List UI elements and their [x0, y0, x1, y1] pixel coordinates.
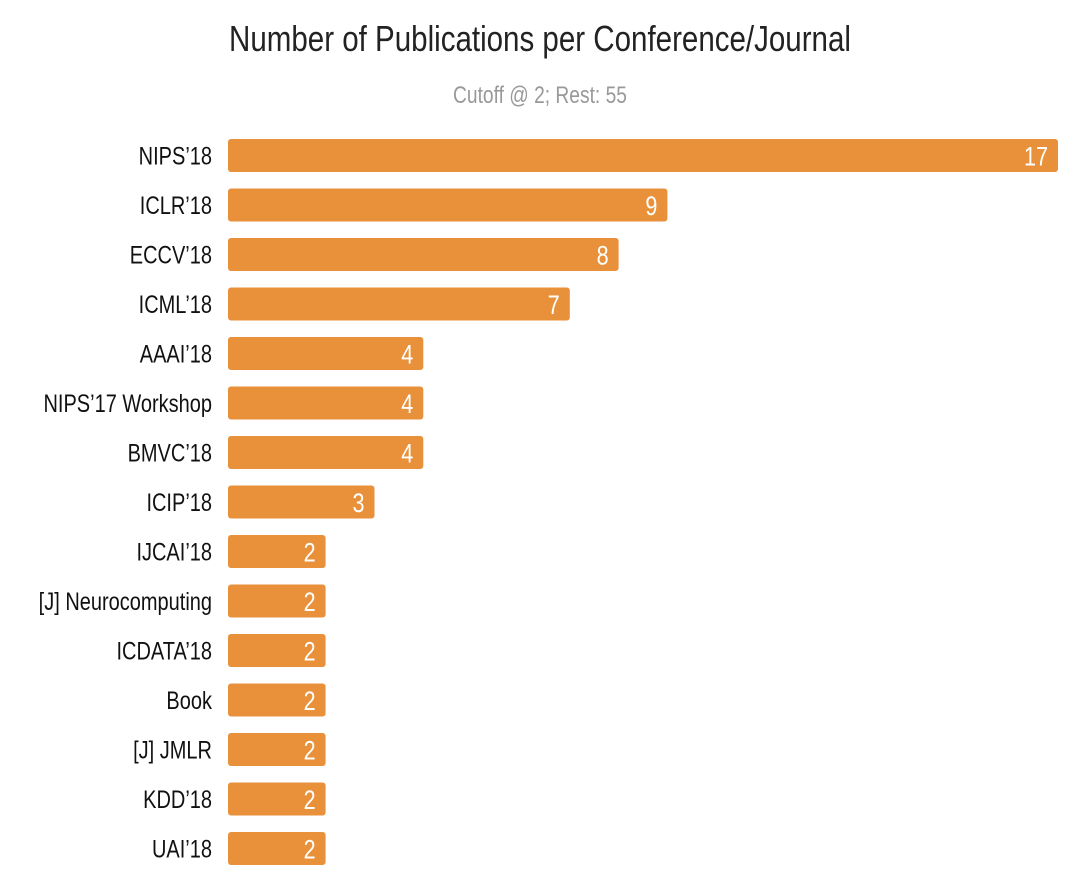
bars-layer — [228, 139, 1058, 865]
category-label: BMVC’18 — [128, 439, 212, 467]
category-label: ICIP’18 — [146, 489, 212, 517]
value-label: 2 — [304, 835, 316, 865]
value-label: 7 — [548, 291, 560, 321]
category-label: ECCV’18 — [130, 241, 212, 269]
value-label: 2 — [304, 736, 316, 766]
value-labels: 17 9 8 7 4 4 4 3 2 2 2 2 2 2 2 — [304, 142, 1048, 865]
category-label: ICLR’18 — [140, 192, 212, 220]
bar — [228, 584, 326, 618]
value-label: 4 — [401, 390, 413, 420]
bar — [228, 683, 326, 717]
value-label: 2 — [304, 588, 316, 618]
bar — [228, 337, 424, 370]
value-label: 8 — [597, 241, 609, 271]
bar — [228, 535, 326, 568]
category-label: ICML’18 — [139, 291, 212, 319]
bar — [228, 634, 326, 667]
chart-subtitle: Cutoff @ 2; Rest: 55 — [453, 82, 627, 109]
bar — [228, 238, 619, 271]
value-label: 4 — [401, 340, 413, 370]
chart-title: Number of Publications per Conference/Jo… — [229, 18, 851, 59]
bar — [228, 733, 326, 766]
value-label: 3 — [352, 489, 364, 519]
bar — [228, 782, 326, 816]
category-label: [J] Neurocomputing — [39, 588, 212, 616]
category-label: AAAI’18 — [140, 340, 212, 368]
bar — [228, 287, 570, 321]
bar — [228, 832, 326, 865]
bar — [228, 188, 668, 222]
category-label: ICDATA’18 — [116, 637, 212, 665]
category-label: Book — [166, 687, 212, 715]
category-labels: NIPS’18 ICLR’18 ECCV’18 ICML’18 AAAI’18 NIPS’… — [39, 142, 213, 863]
category-label: KDD’18 — [143, 786, 212, 814]
value-label: 4 — [401, 439, 413, 469]
category-label: [J] JMLR — [133, 736, 212, 764]
category-label: NIPS’18 — [139, 142, 212, 170]
value-label: 17 — [1024, 142, 1048, 172]
bar — [228, 485, 375, 519]
bar — [228, 139, 1058, 172]
category-label: IJCAI’18 — [136, 538, 212, 566]
value-label: 2 — [304, 637, 316, 667]
value-label: 2 — [304, 786, 316, 816]
value-label: 2 — [304, 687, 316, 717]
bar — [228, 436, 424, 469]
category-label: UAI’18 — [152, 835, 212, 863]
category-label: NIPS’17 Workshop — [43, 390, 212, 418]
value-label: 9 — [645, 192, 657, 222]
bar — [228, 386, 424, 420]
value-label: 2 — [304, 538, 316, 568]
